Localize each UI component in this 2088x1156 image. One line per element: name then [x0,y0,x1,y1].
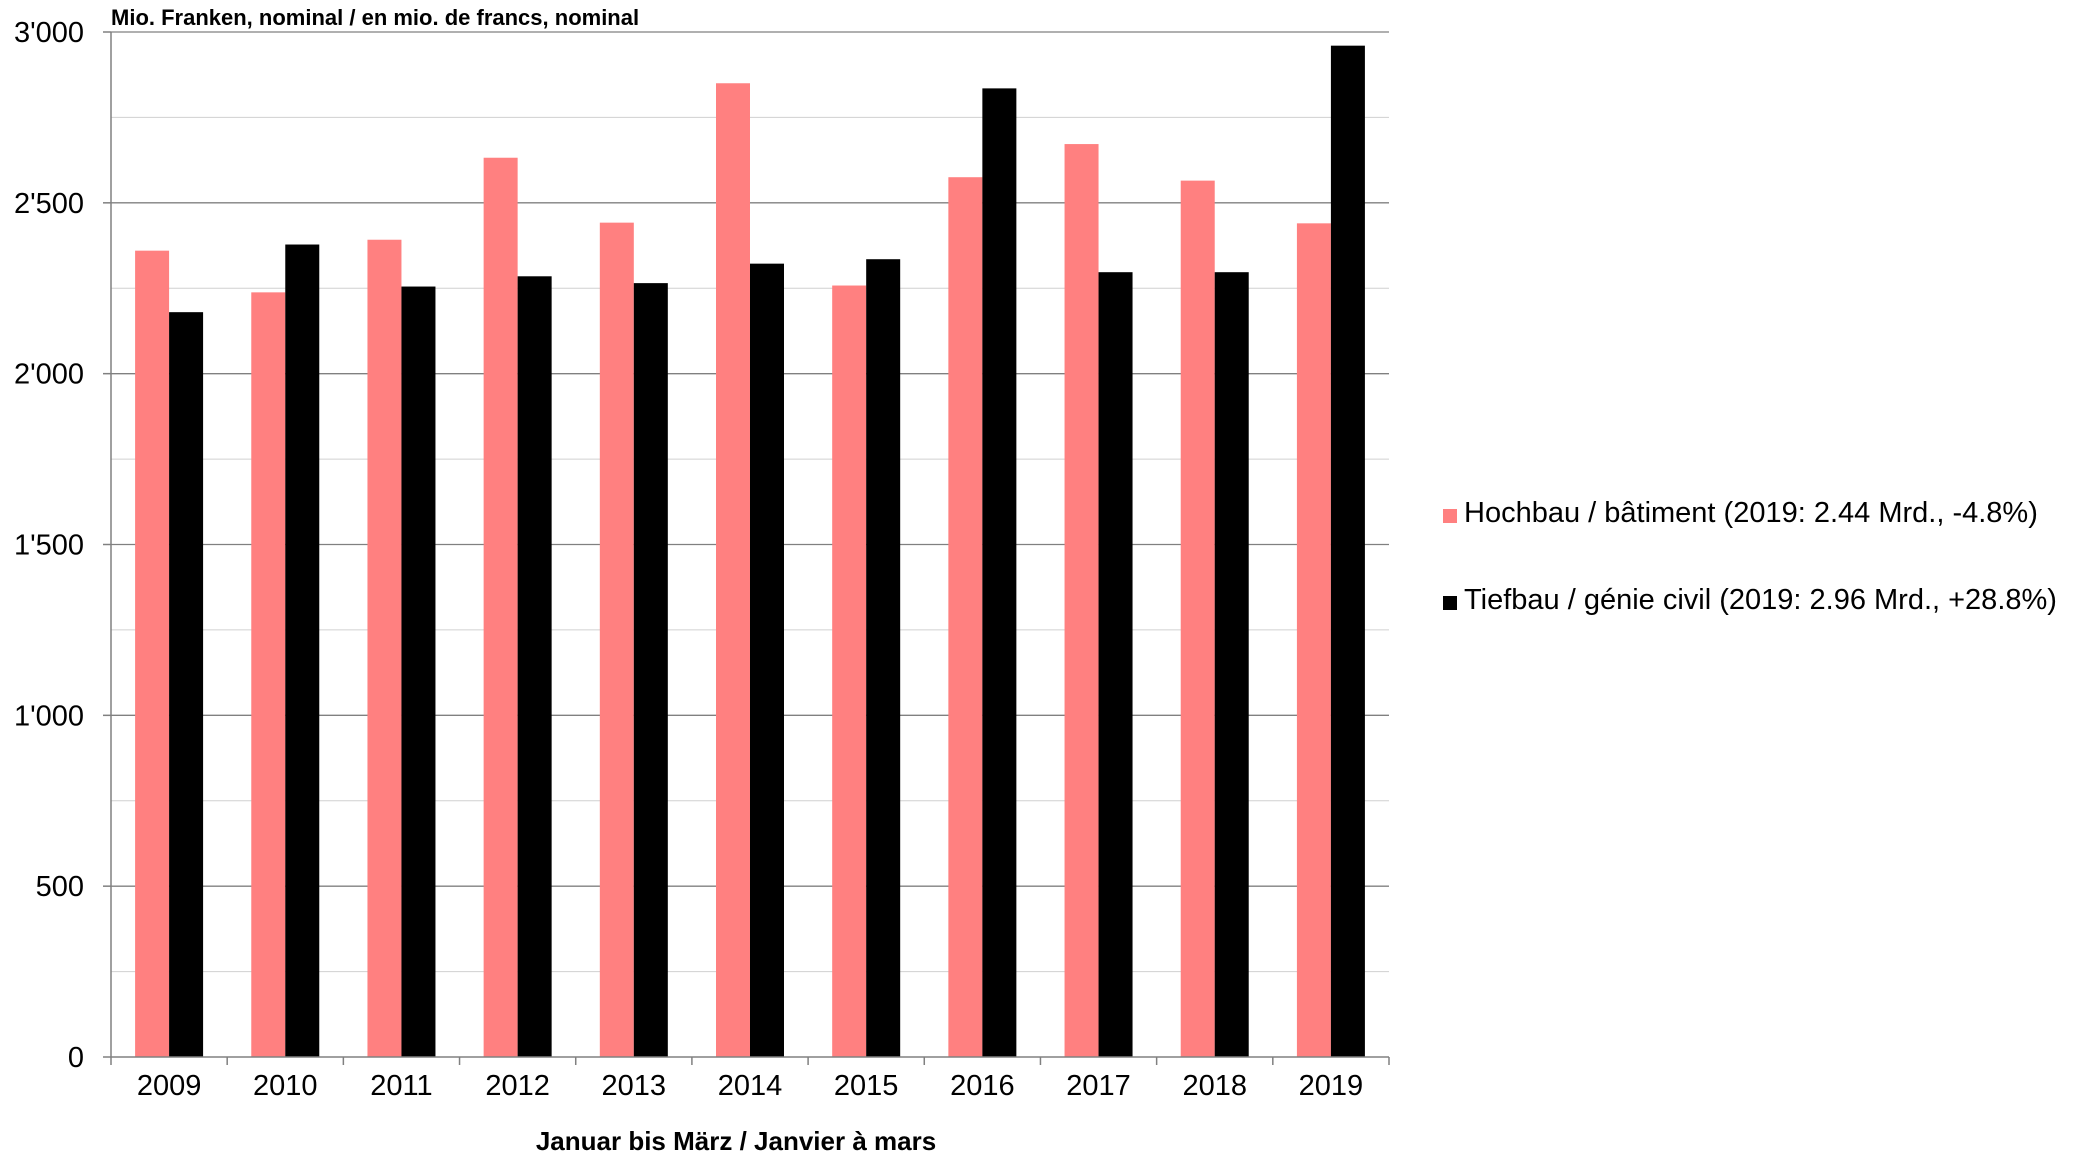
bar-tiefbau-2009 [169,312,204,1058]
x-tick-label: 2012 [485,1070,550,1102]
x-tick-label: 2013 [602,1070,667,1102]
x-tick-label: 2015 [834,1070,899,1102]
y-tick-label: 500 [36,871,84,903]
x-tick-label: 2018 [1182,1070,1247,1102]
bar-hochbau-2013 [599,222,634,1057]
x-axis-title: Januar bis März / Janvier à mars [536,1126,936,1156]
bars [135,45,1365,1058]
y-tick-label: 1'500 [14,530,84,562]
bar-hochbau-2011 [367,239,402,1057]
bar-hochbau-2012 [483,157,518,1057]
bar-hochbau-2015 [832,285,867,1057]
x-tick-label: 2016 [950,1070,1015,1102]
x-tick-label: 2017 [1066,1070,1131,1102]
legend: Hochbau / bâtiment (2019: 2.44 Mrd., -4.… [1443,497,2057,616]
y-axis-unit-label: Mio. Franken, nominal / en mio. de franc… [111,5,639,30]
bar-tiefbau-2013 [633,283,668,1057]
x-tick-label: 2011 [370,1070,432,1102]
bar-tiefbau-2019 [1330,45,1365,1057]
x-tick-label: 2009 [137,1070,202,1102]
legend-label: Tiefbau / génie civil (2019: 2.96 Mrd., … [1464,584,2057,616]
bar-hochbau-2016 [948,177,983,1058]
bar-hochbau-2010 [251,292,286,1058]
bar-tiefbau-2011 [401,286,436,1058]
y-tick-label: 3'000 [14,17,84,49]
y-tick-label: 1'000 [14,700,84,732]
legend-swatch [1443,509,1457,523]
x-tick-label: 2014 [718,1070,783,1102]
x-tick-label: 2019 [1299,1070,1364,1102]
legend-label: Hochbau / bâtiment (2019: 2.44 Mrd., -4.… [1464,497,2038,529]
y-tick-label: 2'000 [14,359,84,391]
bar-hochbau-2017 [1064,144,1099,1058]
bar-hochbau-2018 [1180,180,1215,1057]
bar-tiefbau-2016 [982,88,1017,1057]
bar-hochbau-2019 [1296,223,1331,1058]
bar-tiefbau-2010 [285,244,320,1057]
bar-tiefbau-2015 [866,259,901,1057]
bar-tiefbau-2017 [1098,272,1133,1058]
bar-tiefbau-2018 [1214,272,1249,1058]
bar-hochbau-2009 [135,250,170,1057]
y-tick-label: 0 [68,1042,84,1074]
bar-tiefbau-2014 [750,263,784,1057]
bar-tiefbau-2012 [517,276,552,1058]
x-tick-label: 2010 [253,1070,318,1102]
axes: 0 500 1'000 1'500 2'000 2'500 3'000 2009 2010 201… [14,17,1390,1102]
bar-hochbau-2014 [716,83,750,1057]
legend-swatch [1443,596,1457,610]
y-tick-label: 2'500 [14,188,84,220]
